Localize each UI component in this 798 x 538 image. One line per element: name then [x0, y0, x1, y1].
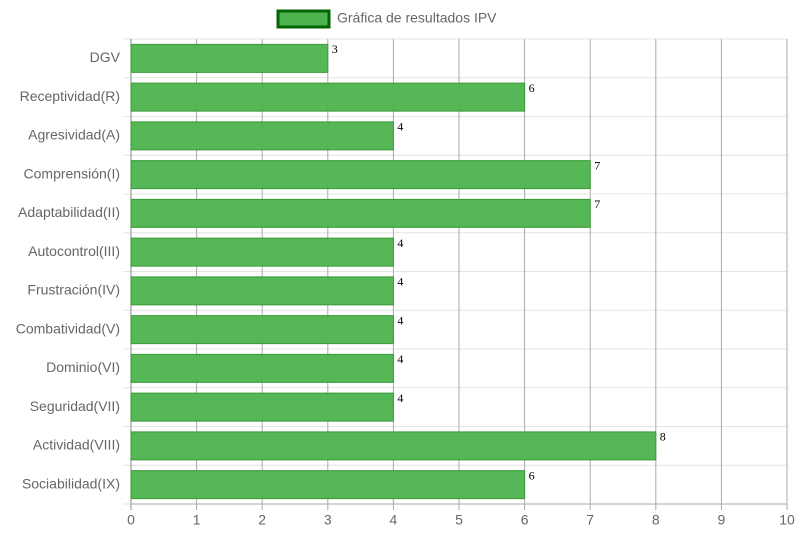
bar [130, 121, 394, 151]
value-label: 4 [397, 236, 403, 250]
bar [130, 353, 394, 383]
bar [130, 237, 394, 267]
bar [130, 315, 394, 345]
y-tick-label: Frustración(IV) [27, 282, 120, 298]
x-tick-label: 1 [193, 512, 201, 528]
x-tick-label: 3 [324, 512, 332, 528]
value-label: 4 [397, 313, 403, 327]
x-tick-label: 5 [455, 512, 463, 528]
value-label: 3 [332, 42, 338, 56]
y-tick-label: Adaptabilidad(II) [18, 204, 120, 220]
y-tick-label: Autocontrol(III) [28, 243, 120, 259]
y-tick-label: DGV [90, 49, 121, 65]
value-label: 4 [397, 391, 403, 405]
x-tick-label: 7 [586, 512, 594, 528]
x-tick-label: 8 [652, 512, 660, 528]
x-tick-label: 4 [390, 512, 398, 528]
y-tick-label: Combatividad(V) [16, 320, 120, 336]
x-tick-label: 6 [521, 512, 529, 528]
bar [130, 160, 591, 190]
value-label: 4 [397, 352, 403, 366]
value-label: 7 [594, 197, 600, 211]
y-tick-label: Seguridad(VII) [30, 398, 120, 414]
value-label: 4 [397, 120, 403, 134]
legend-swatch [276, 9, 331, 29]
y-tick-label: Comprensión(I) [24, 165, 120, 181]
bar [130, 470, 526, 500]
value-label: 7 [594, 158, 600, 172]
x-tick-label: 10 [779, 512, 795, 528]
x-tick-label: 2 [258, 512, 266, 528]
bar [130, 276, 394, 306]
value-label: 6 [529, 81, 535, 95]
bar [130, 198, 591, 228]
value-label: 4 [397, 275, 403, 289]
y-tick-label: Sociabilidad(IX) [22, 475, 120, 491]
value-label: 8 [660, 430, 666, 444]
bar [130, 43, 329, 73]
legend-label: Gráfica de resultados IPV [337, 10, 497, 26]
bar [130, 392, 394, 422]
y-tick-label: Receptividad(R) [20, 88, 120, 104]
x-tick-label: 0 [127, 512, 135, 528]
y-tick-label: Dominio(VI) [46, 359, 120, 375]
bar [130, 431, 657, 461]
x-tick-label: 9 [718, 512, 726, 528]
y-tick-label: Agresividad(A) [28, 127, 120, 143]
y-tick-label: Actividad(VIII) [33, 437, 120, 453]
bar [130, 82, 526, 112]
value-label: 6 [529, 468, 535, 482]
